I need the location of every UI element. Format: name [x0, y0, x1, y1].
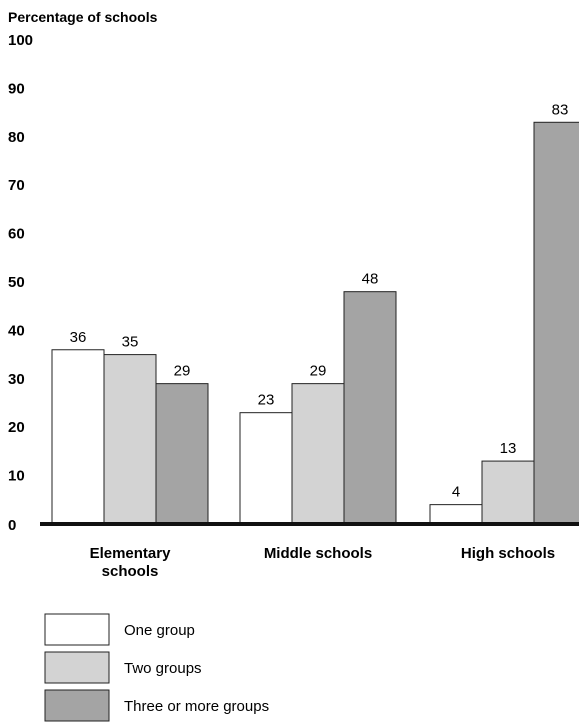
bar — [239, 412, 293, 525]
legend-label: One group — [124, 622, 195, 639]
category-label: schools — [102, 563, 159, 580]
y-tick-label: 0 — [8, 517, 16, 534]
legend-swatch — [44, 651, 110, 684]
legend-swatch — [44, 613, 110, 646]
value-label: 29 — [174, 363, 191, 380]
value-label: 83 — [552, 101, 569, 118]
bar — [429, 504, 483, 525]
y-tick-label: 20 — [8, 419, 25, 436]
legend-label: Three or more groups — [124, 698, 269, 715]
x-axis-line — [40, 522, 579, 526]
value-label: 23 — [258, 392, 275, 409]
y-tick-label: 10 — [8, 468, 25, 485]
category-label: High schools — [461, 545, 555, 562]
bar — [103, 354, 157, 525]
category-label: Middle schools — [264, 545, 372, 562]
y-tick-label: 100 — [8, 32, 33, 49]
value-label: 36 — [70, 329, 87, 346]
y-tick-label: 60 — [8, 226, 25, 243]
value-label: 13 — [500, 440, 517, 457]
legend-swatch — [44, 689, 110, 722]
bar — [155, 383, 209, 525]
y-tick-label: 30 — [8, 371, 25, 388]
legend-label: Two groups — [124, 660, 202, 677]
y-axis-ticks: 0 10 20 30 40 50 60 70 80 90 100 — [8, 32, 33, 534]
bar — [481, 460, 535, 525]
y-tick-label: 80 — [8, 129, 25, 146]
bar — [343, 291, 397, 525]
bar — [291, 383, 345, 525]
category-label: Elementary — [90, 545, 172, 562]
value-label: 48 — [362, 271, 379, 288]
y-tick-label: 50 — [8, 274, 25, 291]
y-tick-label: 40 — [8, 322, 25, 339]
y-axis-title: Percentage of schools — [8, 9, 158, 25]
value-label: 35 — [122, 334, 139, 351]
value-labels: 36 23 4 35 29 13 29 48 83 — [70, 101, 569, 500]
value-label: 4 — [452, 484, 460, 501]
bar — [51, 349, 105, 525]
legend: One group Two groups Three or more groups — [44, 613, 269, 722]
y-tick-label: 70 — [8, 177, 25, 194]
bars — [51, 121, 579, 525]
bar — [533, 121, 579, 525]
value-label: 29 — [310, 363, 327, 380]
y-tick-label: 90 — [8, 80, 25, 97]
